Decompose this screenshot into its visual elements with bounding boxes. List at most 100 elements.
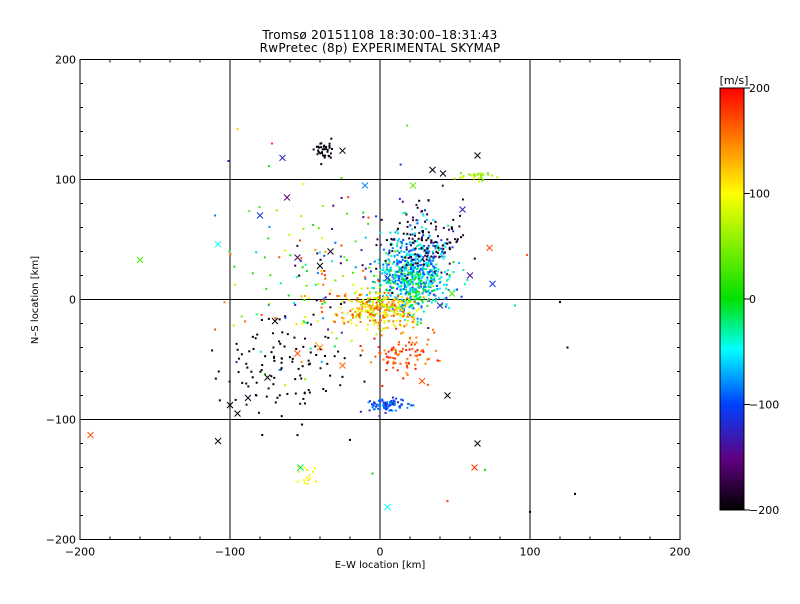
data-point (406, 366, 409, 369)
data-point (393, 310, 396, 313)
data-point (328, 144, 331, 147)
data-point (437, 246, 440, 249)
data-point (307, 363, 310, 366)
data-point (234, 283, 237, 286)
data-point (384, 314, 387, 317)
data-point (393, 260, 396, 263)
data-point (375, 312, 378, 315)
data-point (404, 302, 407, 305)
data-point (423, 285, 426, 288)
data-point (373, 337, 376, 340)
data-point (434, 228, 437, 231)
data-point (428, 357, 431, 360)
data-point (315, 299, 318, 302)
data-point (447, 307, 450, 310)
data-point (403, 250, 406, 253)
data-point (417, 219, 420, 222)
data-point (411, 348, 414, 351)
data-point (385, 307, 388, 310)
data-point (420, 247, 423, 250)
data-point (378, 312, 381, 315)
data-point (384, 327, 387, 330)
data-point (406, 320, 409, 323)
data-point (412, 262, 415, 265)
data-point (332, 320, 335, 323)
data-point (385, 303, 388, 306)
data-point-cross (489, 280, 496, 288)
data-point (402, 274, 405, 277)
data-point (405, 361, 408, 364)
data-point (420, 229, 423, 232)
data-point (303, 295, 306, 298)
data-point (420, 350, 423, 353)
data-point (303, 479, 306, 482)
data-point (395, 259, 398, 262)
data-point (404, 284, 407, 287)
data-point (418, 353, 421, 356)
data-point (398, 285, 401, 288)
data-point (260, 313, 263, 316)
data-point (373, 321, 376, 324)
data-point (254, 337, 257, 340)
data-point (430, 270, 433, 273)
data-point (400, 250, 403, 253)
data-point (440, 276, 443, 279)
data-point (430, 301, 433, 304)
data-point (302, 320, 305, 323)
data-point (299, 239, 302, 242)
data-point (422, 350, 425, 353)
data-point (397, 276, 400, 279)
data-point (387, 308, 390, 311)
data-point (427, 271, 430, 274)
data-point (323, 144, 326, 147)
data-point (312, 148, 315, 151)
data-point (447, 224, 450, 227)
data-point (408, 271, 411, 274)
data-point (388, 261, 391, 264)
data-point (296, 480, 299, 483)
data-point (386, 273, 389, 276)
data-point (278, 340, 281, 343)
data-point (402, 256, 405, 259)
data-point (399, 314, 402, 317)
data-point (442, 252, 445, 255)
data-point (302, 182, 305, 185)
data-point (418, 247, 421, 250)
data-point (326, 362, 329, 365)
data-point (403, 269, 406, 272)
data-point (387, 297, 390, 300)
data-point (346, 212, 349, 215)
data-point (434, 300, 437, 303)
data-point (432, 241, 435, 244)
data-point (406, 273, 409, 276)
data-point (263, 256, 266, 259)
data-point (403, 264, 406, 267)
data-point (418, 270, 421, 273)
data-point (348, 299, 351, 302)
data-point (431, 273, 434, 276)
data-point (432, 244, 435, 247)
data-point (402, 377, 405, 380)
data-point (366, 298, 369, 301)
data-point-cross (294, 350, 301, 357)
data-point (390, 347, 393, 350)
data-point (451, 246, 454, 249)
data-point (404, 293, 407, 296)
data-point (416, 298, 419, 301)
data-point (260, 369, 263, 372)
data-point (379, 407, 382, 410)
data-point (435, 274, 438, 277)
data-point (418, 274, 421, 277)
data-point (323, 156, 326, 159)
data-point (371, 286, 374, 289)
data-point (387, 360, 390, 363)
data-point (438, 256, 441, 259)
data-point (246, 366, 249, 369)
data-point (411, 263, 414, 266)
data-point (358, 315, 361, 318)
data-point (307, 359, 310, 362)
data-point (408, 237, 411, 240)
data-point (427, 199, 430, 202)
data-point (300, 295, 303, 298)
data-point (408, 403, 411, 406)
